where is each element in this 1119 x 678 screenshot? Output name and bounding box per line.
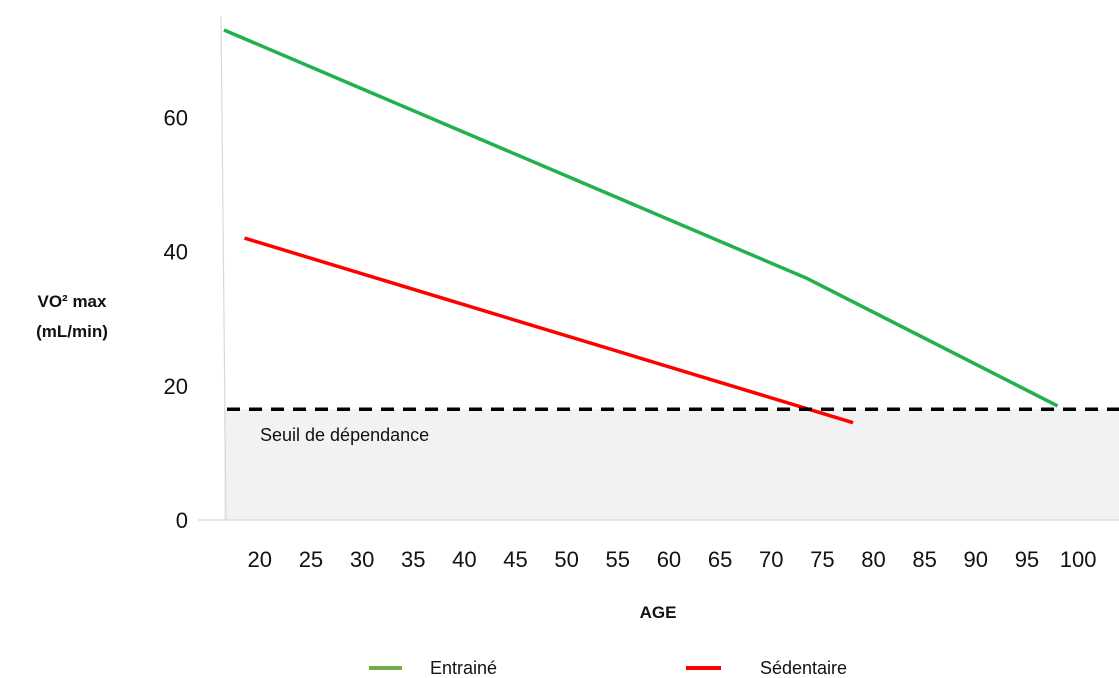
- y-axis-title-line-1: VO² max: [38, 292, 108, 311]
- legend-label-sedentaire: Sédentaire: [760, 658, 847, 678]
- threshold-label: Seuil de dépendance: [260, 425, 429, 445]
- y-tick-label: 60: [164, 105, 188, 130]
- x-tick-label: 80: [861, 547, 885, 572]
- y-axis-title-line-2: (mL/min): [36, 322, 108, 341]
- x-tick-label: 100: [1060, 547, 1097, 572]
- y-axis-line: [220, 15, 227, 521]
- x-tick-label: 90: [964, 547, 988, 572]
- legend: Entrainé Sédentaire: [369, 658, 847, 678]
- x-tick-label: 95: [1015, 547, 1039, 572]
- x-tick-label: 60: [657, 547, 681, 572]
- y-tick-label: 40: [164, 240, 188, 265]
- plot-area: Seuil de dépendance: [198, 15, 1119, 521]
- x-axis-ticks: 20 25 30 35 40 45 50 55 60 65 70 75 80 85 90 95 100: [248, 547, 1097, 572]
- series-layer: [223, 28, 1059, 425]
- x-tick-label: 40: [452, 547, 476, 572]
- x-tick-label: 50: [554, 547, 578, 572]
- y-axis-ticks: 0 20 40 60: [164, 105, 188, 533]
- x-tick-label: 55: [606, 547, 630, 572]
- x-tick-label: 75: [810, 547, 834, 572]
- x-tick-label: 65: [708, 547, 732, 572]
- series-line-entraine: [223, 28, 1059, 408]
- x-tick-label: 70: [759, 547, 783, 572]
- legend-label-entraine: Entrainé: [430, 658, 497, 678]
- x-tick-label: 85: [912, 547, 936, 572]
- x-axis-title: AGE: [640, 603, 677, 622]
- x-tick-label: 25: [299, 547, 323, 572]
- x-tick-label: 35: [401, 547, 425, 572]
- x-tick-label: 45: [503, 547, 527, 572]
- threshold-region: [224, 409, 1119, 520]
- x-tick-label: 30: [350, 547, 374, 572]
- y-tick-label: 0: [176, 508, 188, 533]
- series-line-sedentaire: [243, 236, 854, 425]
- x-tick-label: 20: [248, 547, 272, 572]
- y-tick-label: 20: [164, 374, 188, 399]
